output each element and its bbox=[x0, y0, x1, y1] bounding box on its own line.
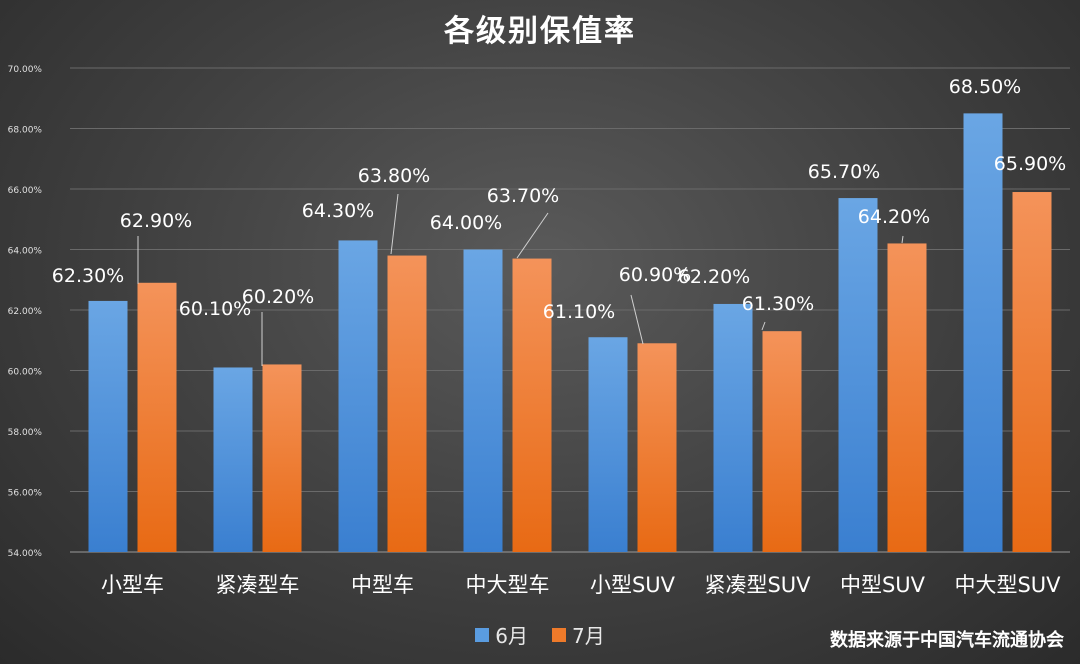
data-label: 64.00% bbox=[430, 212, 502, 234]
y-tick-label: 60.00% bbox=[8, 368, 43, 378]
leader-line bbox=[901, 235, 904, 244]
leader-line bbox=[761, 321, 766, 331]
legend-swatch-6 bbox=[475, 627, 490, 642]
data-label: 65.70% bbox=[808, 161, 880, 183]
bar-6 bbox=[963, 113, 1003, 552]
chart-title: 各级别保值率 bbox=[444, 14, 636, 49]
y-tick-label: 62.00% bbox=[8, 307, 43, 317]
legend-swatch-7 bbox=[552, 627, 566, 642]
data-label: 61.10% bbox=[543, 301, 615, 323]
bar-7 bbox=[1012, 192, 1052, 552]
data-label: 60.20% bbox=[242, 286, 314, 308]
x-tick-label: 中大型SUV bbox=[954, 573, 1061, 597]
y-tick-label: 64.00% bbox=[8, 247, 43, 257]
bar-6 bbox=[213, 367, 253, 552]
y-tick-label: 66.00% bbox=[8, 186, 43, 196]
legend-item-6: 6月 bbox=[475, 620, 528, 649]
bar-7 bbox=[262, 364, 302, 552]
bar-6 bbox=[838, 198, 878, 552]
bar-7 bbox=[637, 343, 677, 552]
y-tick-label: 54.00% bbox=[8, 549, 43, 559]
x-tick-label: 中型SUV bbox=[840, 573, 926, 597]
y-tick-label: 70.00% bbox=[8, 65, 43, 75]
legend-item-7: 7月 bbox=[552, 620, 605, 649]
bar-7 bbox=[762, 331, 802, 552]
bar-7 bbox=[512, 258, 552, 552]
x-tick-label: 紧凑型车 bbox=[216, 573, 300, 597]
data-label: 63.70% bbox=[487, 185, 559, 207]
bar-7 bbox=[887, 243, 927, 552]
x-tick-label: 紧凑型SUV bbox=[704, 573, 811, 597]
bar-7 bbox=[137, 282, 177, 552]
leader-line bbox=[390, 193, 399, 255]
data-label: 62.90% bbox=[120, 210, 192, 232]
legend: 6月 7月 bbox=[0, 620, 1080, 649]
x-tick-label: 小型SUV bbox=[590, 573, 676, 597]
leader-line bbox=[630, 294, 644, 345]
data-label: 64.20% bbox=[858, 206, 930, 228]
x-tick-label: 小型车 bbox=[101, 573, 164, 597]
data-label: 65.90% bbox=[994, 153, 1066, 175]
y-tick-label: 56.00% bbox=[8, 489, 43, 499]
data-label: 62.30% bbox=[52, 265, 124, 287]
source-note: 数据来源于中国汽车流通协会 bbox=[830, 630, 1064, 651]
bar-6 bbox=[88, 300, 128, 552]
leader-line bbox=[516, 212, 549, 259]
data-label: 64.30% bbox=[302, 200, 374, 222]
bar-7 bbox=[387, 255, 427, 553]
x-tick-label: 中大型车 bbox=[466, 573, 550, 597]
data-label: 60.90% bbox=[619, 264, 691, 286]
data-label: 60.10% bbox=[179, 298, 251, 320]
y-tick-label: 68.00% bbox=[8, 126, 43, 136]
bar-6 bbox=[588, 337, 628, 552]
bar-6 bbox=[463, 249, 503, 552]
data-label: 68.50% bbox=[949, 76, 1021, 98]
bar-6 bbox=[713, 303, 753, 552]
data-label: 62.20% bbox=[678, 266, 750, 288]
y-tick-label: 58.00% bbox=[8, 428, 43, 438]
x-tick-label: 中型车 bbox=[351, 573, 414, 597]
bar-6 bbox=[338, 240, 378, 553]
data-label: 61.30% bbox=[742, 293, 814, 315]
data-label: 63.80% bbox=[358, 165, 430, 187]
legend-label-7: 7月 bbox=[572, 624, 605, 648]
legend-label-6: 6月 bbox=[495, 624, 528, 648]
